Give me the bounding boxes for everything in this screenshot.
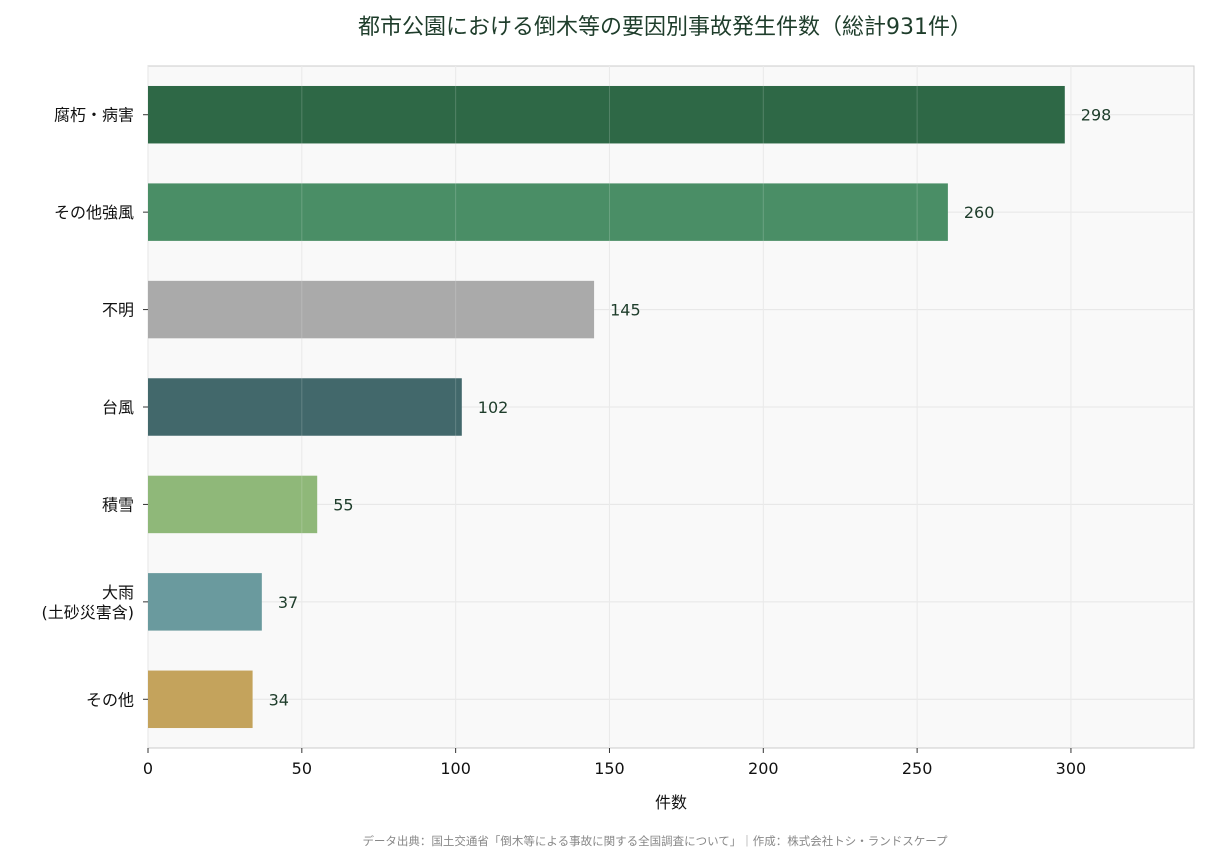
data-label: 102: [478, 398, 509, 417]
y-tick-label: 大雨: [102, 583, 134, 602]
data-label: 260: [964, 203, 995, 222]
y-tick-label: 不明: [102, 301, 134, 320]
y-tick-label: 台風: [102, 398, 134, 417]
source-footer: データ出典：国土交通省「倒木等による事故に関する全国調査について」｜作成：株式会…: [362, 834, 948, 848]
y-tick-label: (土砂災害含): [42, 603, 135, 622]
bar: [148, 183, 948, 241]
y-tick-label: その他強風: [54, 203, 134, 222]
x-axis-label: 件数: [655, 793, 687, 812]
x-tick-label: 250: [902, 759, 933, 778]
x-tick-label: 200: [748, 759, 779, 778]
bar: [148, 378, 462, 436]
x-tick-label: 300: [1056, 759, 1087, 778]
y-tick-label: その他: [86, 690, 134, 709]
x-tick-label: 0: [143, 759, 153, 778]
x-tick-label: 100: [440, 759, 471, 778]
chart-title: 都市公園における倒木等の要因別事故発生件数（総計931件）: [358, 15, 972, 40]
y-tick-label: 積雪: [102, 495, 134, 514]
data-label: 55: [333, 495, 353, 514]
data-label: 34: [269, 690, 289, 709]
bar: [148, 85, 1065, 144]
x-tick-label: 50: [292, 759, 312, 778]
y-tick-label: 腐朽・病害: [54, 106, 134, 125]
data-label: 298: [1081, 106, 1112, 125]
data-label: 145: [610, 301, 641, 320]
data-label: 37: [278, 593, 298, 612]
bar: [148, 475, 318, 534]
bar: [148, 573, 262, 631]
bar: [148, 670, 253, 729]
x-tick-label: 150: [594, 759, 625, 778]
bar: [148, 280, 595, 339]
x-axis: 0 50 100 150 200 250 300: [143, 748, 1086, 778]
bars: 298 260 145 102 55 37 34: [148, 66, 1111, 748]
